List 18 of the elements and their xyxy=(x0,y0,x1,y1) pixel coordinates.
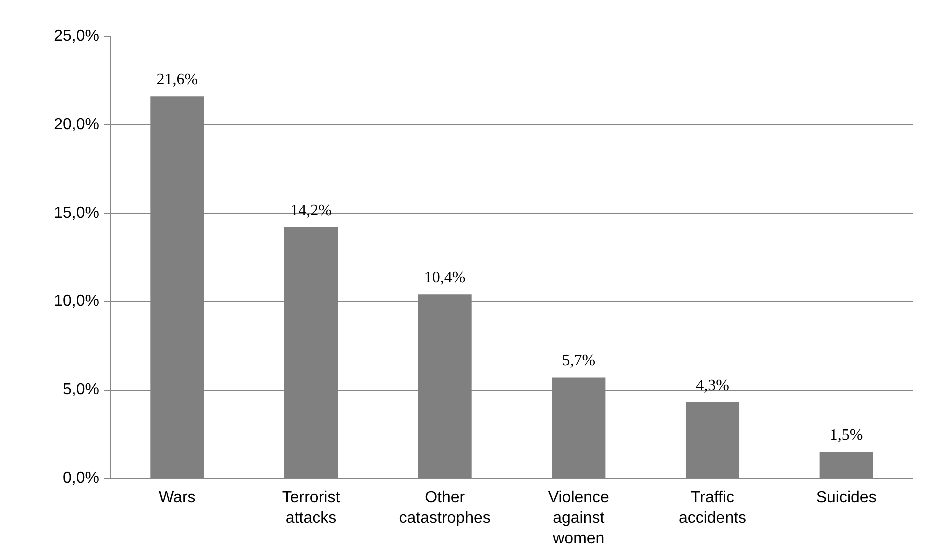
x-tick-label: Traffic accidents xyxy=(678,490,747,527)
y-tick-label: 5,0% xyxy=(63,382,100,399)
y-tick-label: 20,0% xyxy=(54,116,100,134)
x-tick-label: Terrorist attacks xyxy=(282,490,341,527)
x-tick-label: Violence against women xyxy=(548,490,610,548)
y-tick-label: 10,0% xyxy=(54,293,100,310)
data-label: 1,5% xyxy=(830,426,864,444)
data-label: 4,3% xyxy=(696,377,730,394)
x-tick-label: Wars xyxy=(159,490,196,506)
y-tick-label: 0,0% xyxy=(63,470,100,487)
x-tick-label: Suicides xyxy=(816,490,877,506)
data-label: 10,4% xyxy=(424,270,466,287)
x-tick-label: Other catastrophes xyxy=(399,490,491,527)
data-label: 21,6% xyxy=(156,72,198,89)
data-label: 14,2% xyxy=(290,202,332,220)
y-tick-label: 25,0% xyxy=(54,28,100,45)
y-tick-label: 15,0% xyxy=(54,204,100,222)
data-label: 5,7% xyxy=(562,352,596,370)
